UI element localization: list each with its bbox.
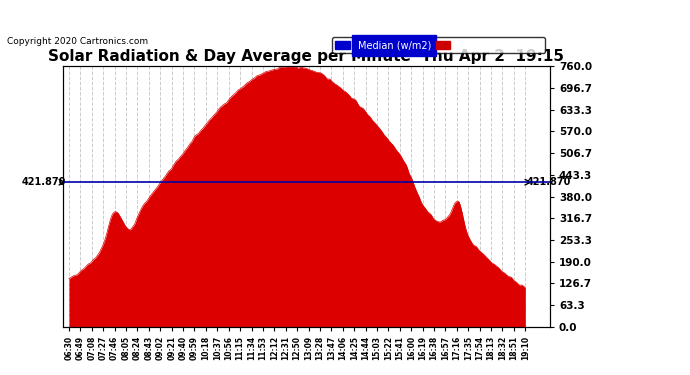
Text: 421.870: 421.870 (527, 177, 571, 187)
Text: Copyright 2020 Cartronics.com: Copyright 2020 Cartronics.com (7, 38, 148, 46)
Title: Solar Radiation & Day Average per Minute  Thu Apr 2  19:15: Solar Radiation & Day Average per Minute… (48, 49, 564, 64)
Legend: Median (w/m2), Radiation (w/m2): Median (w/m2), Radiation (w/m2) (333, 38, 545, 53)
Text: 421.870: 421.870 (21, 177, 66, 187)
